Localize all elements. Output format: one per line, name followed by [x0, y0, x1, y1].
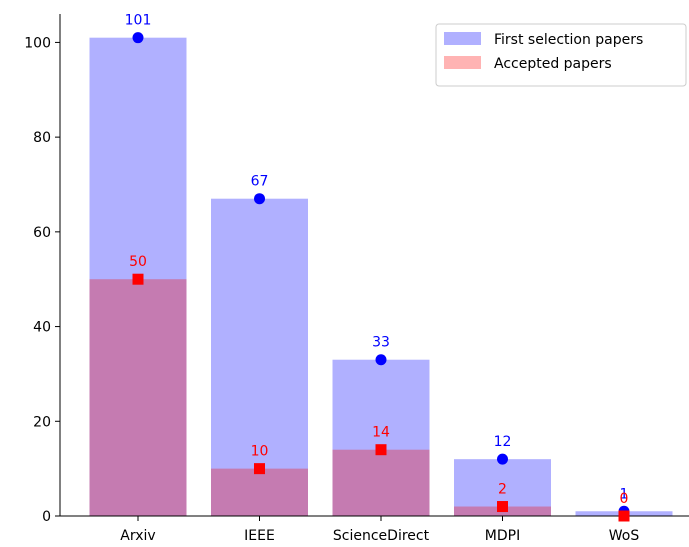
x-tick-label-2: ScienceDirect	[333, 528, 430, 544]
accepted-marker-0	[132, 273, 144, 285]
first-selection-marker-3	[497, 453, 508, 465]
legend-box	[435, 23, 687, 87]
first-selection-value-label-3: 12	[494, 434, 512, 450]
accepted-bar-2	[332, 449, 430, 516]
accepted-bar-1	[211, 468, 308, 516]
accepted-marker-4	[618, 510, 630, 522]
first-selection-value-label-0: 101	[125, 13, 152, 29]
first-selection-value-label-4: 1	[620, 486, 629, 502]
legend-swatch-1	[444, 56, 481, 69]
first-selection-marker-2	[375, 354, 387, 366]
x-tick-label-4: WoS	[609, 528, 640, 544]
accepted-value-label-2: 14	[372, 425, 390, 441]
y-tick-label-4: 80	[33, 130, 51, 146]
legend-label-0: First selection papers	[494, 32, 643, 48]
accepted-marker-1	[254, 463, 265, 475]
first-selection-marker-0	[132, 32, 144, 44]
accepted-marker-2	[375, 444, 387, 456]
accepted-bar-0	[89, 279, 187, 516]
legend: First selection papers Accepted papers	[435, 23, 687, 87]
accepted-value-label-3: 2	[498, 482, 507, 498]
y-tick-label-0: 0	[42, 509, 51, 525]
first-selection-value-label-2: 33	[372, 335, 390, 351]
first-selection-marker-1	[254, 193, 265, 205]
y-tick-label-3: 60	[33, 225, 51, 241]
y-tick-label-5: 100	[24, 35, 51, 51]
accepted-marker-3	[497, 501, 508, 513]
legend-swatch-0	[444, 32, 481, 45]
first-selection-value-label-1: 67	[251, 174, 269, 190]
legend-label-1: Accepted papers	[494, 56, 612, 72]
accepted-value-label-0: 50	[129, 254, 147, 270]
data-labels-layer: 101 50 67 10 33 14 12 2 10	[125, 13, 630, 522]
x-tick-label-1: IEEE	[244, 528, 275, 544]
accepted-value-label-1: 10	[251, 444, 269, 460]
x-tick-label-0: Arxiv	[120, 528, 155, 544]
y-tick-label-2: 40	[33, 320, 51, 336]
first-selection-bar-1	[211, 198, 308, 516]
x-tick-label-3: MDPI	[485, 528, 520, 544]
y-tick-label-1: 20	[33, 414, 51, 430]
accepted-value-label-4: 0	[620, 491, 629, 507]
bars-layer	[89, 37, 673, 516]
